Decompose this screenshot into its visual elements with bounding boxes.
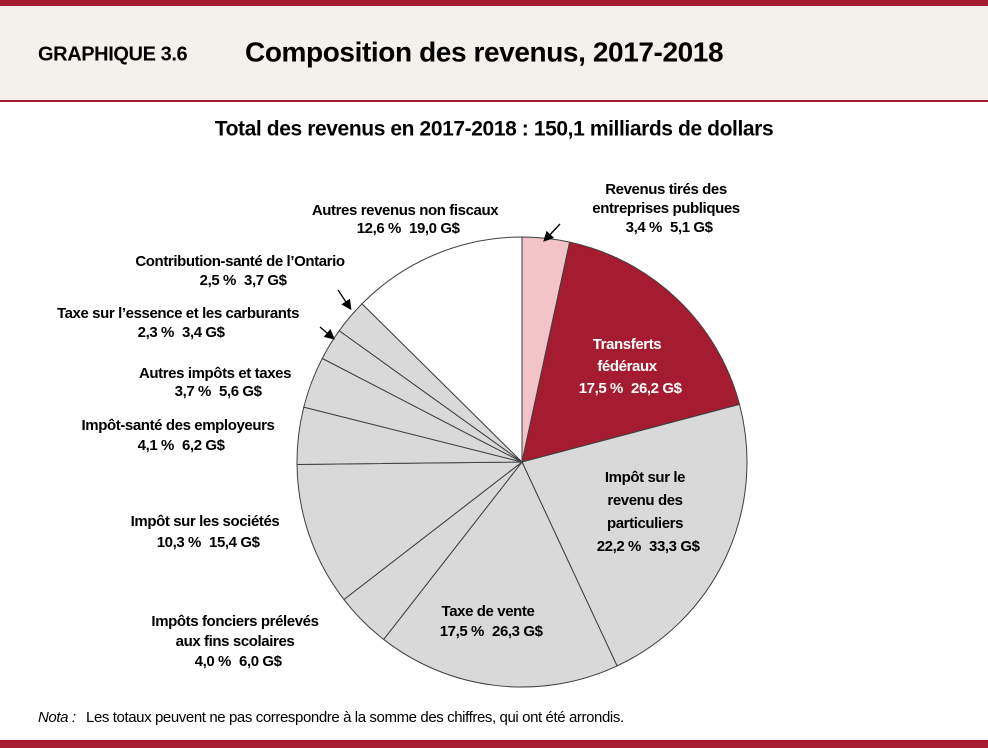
value-label: 3,4 % xyxy=(626,219,662,236)
amount-label: 3,7 G$ xyxy=(244,272,288,289)
leader-arrow xyxy=(319,326,335,340)
value-label: 4,1 % xyxy=(138,437,174,454)
header-rule xyxy=(0,100,988,102)
figure-title: Composition des revenus, 2017-2018 xyxy=(245,36,723,67)
amount-label: 19,0 G$ xyxy=(409,220,461,237)
pie-slice xyxy=(521,241,741,463)
slice-label: Revenus tirés des xyxy=(605,181,727,198)
amount-label: 26,2 G$ xyxy=(631,380,683,397)
amount-label: 33,3 G$ xyxy=(649,538,701,555)
slice-label: Impôt sur les sociétés xyxy=(131,513,280,530)
amount-label: 5,6 G$ xyxy=(219,383,263,400)
slice-label: Transferts xyxy=(593,336,662,353)
amount-label: 6,0 G$ xyxy=(239,653,283,670)
leader-arrow xyxy=(337,289,352,311)
slice-label: fédéraux xyxy=(597,358,657,375)
pie-slice xyxy=(361,236,523,464)
value-label: 17,5 % xyxy=(440,623,484,640)
slice-label: entreprises publiques xyxy=(592,200,740,217)
value-label: 10,3 % xyxy=(157,534,201,551)
slice-label: Impôt sur le xyxy=(605,469,685,486)
amount-label: 5,1 G$ xyxy=(670,219,714,236)
pie-slice xyxy=(296,461,524,601)
value-label: 2,5 % xyxy=(200,272,236,289)
note-label: Nota : xyxy=(38,709,76,726)
slice-label: revenu des xyxy=(607,492,682,509)
slice-label: aux fins scolaires xyxy=(176,633,295,650)
pie-slice xyxy=(521,403,748,667)
slice-label: Impôts fonciers prélevés xyxy=(151,613,318,630)
pie-slice xyxy=(382,461,618,688)
slice-label: Impôt-santé des employeurs xyxy=(82,417,275,434)
labels: Revenus tirés des entreprises publiques 3,… xyxy=(57,181,740,670)
amount-label: 3,4 G$ xyxy=(182,324,226,341)
leader-arrow xyxy=(543,223,561,242)
slice-label: Autres impôts et taxes xyxy=(139,365,291,382)
amount-label: 26,3 G$ xyxy=(492,623,544,640)
slice-label: Taxe sur l’essence et les carburants xyxy=(57,305,299,322)
value-label: 3,7 % xyxy=(175,383,211,400)
top-bar xyxy=(0,0,988,6)
slice-label: Autres revenus non fiscaux xyxy=(312,202,499,219)
header-band xyxy=(0,6,988,100)
value-label: 4,0 % xyxy=(195,653,231,670)
bottom-bar xyxy=(0,740,988,748)
amount-label: 15,4 G$ xyxy=(209,534,261,551)
value-label: 22,2 % xyxy=(597,538,641,555)
figure-label: GRAPHIQUE 3.6 xyxy=(38,43,188,65)
value-label: 17,5 % xyxy=(579,380,623,397)
value-label: 2,3 % xyxy=(138,324,174,341)
value-label: 12,6 % xyxy=(357,220,401,237)
pie xyxy=(296,236,748,688)
chart-title: Total des revenus en 2017-2018 : 150,1 m… xyxy=(215,118,773,141)
slice-label: Taxe de vente xyxy=(442,603,535,620)
note-text: Les totaux peuvent ne pas correspondre à… xyxy=(86,709,624,726)
amount-label: 6,2 G$ xyxy=(182,437,226,454)
slice-label: Contribution-santé de l’Ontario xyxy=(135,253,344,270)
slice-label: particuliers xyxy=(607,515,683,532)
